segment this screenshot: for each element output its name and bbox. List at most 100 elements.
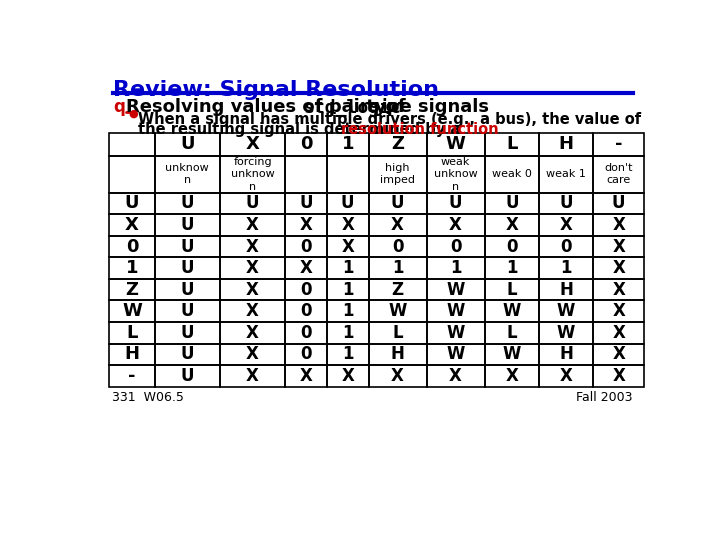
- Text: U: U: [181, 324, 194, 342]
- Text: weak
unknow
n: weak unknow n: [433, 157, 477, 192]
- Text: 1: 1: [450, 259, 462, 277]
- Text: L: L: [126, 324, 138, 342]
- Bar: [285, 257, 327, 279]
- Text: U: U: [181, 281, 194, 299]
- Text: U: U: [341, 194, 354, 212]
- Text: U: U: [181, 216, 194, 234]
- Text: When a signal has multiple drivers (e.g., a bus), the value of: When a signal has multiple drivers (e.g.…: [138, 112, 642, 127]
- Text: X: X: [300, 367, 312, 385]
- Bar: [109, 279, 155, 300]
- Text: 0: 0: [450, 238, 462, 255]
- Bar: [155, 193, 220, 214]
- Text: L: L: [506, 281, 517, 299]
- Text: 0: 0: [300, 135, 312, 153]
- Bar: [220, 279, 285, 300]
- Bar: [327, 322, 369, 343]
- Text: L: L: [506, 135, 518, 153]
- Bar: [369, 214, 426, 236]
- Text: H: H: [559, 281, 573, 299]
- Bar: [327, 343, 369, 365]
- Bar: [155, 300, 220, 322]
- Bar: [285, 322, 327, 343]
- Text: std_logic: std_logic: [304, 98, 402, 117]
- Text: forcing
unknow
n: forcing unknow n: [230, 157, 274, 192]
- Bar: [593, 193, 644, 214]
- Bar: [369, 156, 426, 193]
- Bar: [327, 257, 369, 279]
- Bar: [485, 193, 539, 214]
- Bar: [155, 132, 220, 156]
- Text: 0: 0: [300, 345, 312, 363]
- Text: the resulting signal is determined by a: the resulting signal is determined by a: [138, 122, 465, 137]
- Bar: [220, 300, 285, 322]
- Text: 1: 1: [342, 345, 354, 363]
- Bar: [426, 193, 485, 214]
- Bar: [285, 156, 327, 193]
- Bar: [539, 214, 593, 236]
- Text: X: X: [300, 216, 312, 234]
- Text: Z: Z: [391, 135, 404, 153]
- Bar: [539, 193, 593, 214]
- Text: 1: 1: [126, 259, 138, 277]
- Text: U: U: [300, 194, 312, 212]
- Text: Fall 2003: Fall 2003: [576, 390, 632, 403]
- Text: 0: 0: [560, 238, 572, 255]
- Bar: [285, 193, 327, 214]
- Text: U: U: [181, 194, 194, 212]
- Bar: [285, 132, 327, 156]
- Text: U: U: [181, 367, 194, 385]
- Text: X: X: [246, 281, 259, 299]
- Bar: [426, 365, 485, 387]
- Text: weak 0: weak 0: [492, 169, 532, 179]
- Bar: [155, 214, 220, 236]
- Text: X: X: [449, 216, 462, 234]
- Bar: [220, 257, 285, 279]
- Bar: [593, 257, 644, 279]
- Bar: [109, 214, 155, 236]
- Bar: [426, 257, 485, 279]
- Text: X: X: [246, 324, 259, 342]
- Text: H: H: [559, 135, 574, 153]
- Text: 1: 1: [342, 259, 354, 277]
- Bar: [327, 300, 369, 322]
- Text: X: X: [246, 238, 259, 255]
- Bar: [369, 236, 426, 257]
- Text: X: X: [246, 259, 259, 277]
- Bar: [593, 236, 644, 257]
- Bar: [327, 132, 369, 156]
- Bar: [327, 156, 369, 193]
- Text: don't
care: don't care: [605, 163, 633, 185]
- Bar: [220, 322, 285, 343]
- Bar: [369, 322, 426, 343]
- Bar: [220, 156, 285, 193]
- Text: X: X: [612, 281, 625, 299]
- Text: ●: ●: [129, 109, 138, 119]
- Bar: [285, 214, 327, 236]
- Bar: [539, 156, 593, 193]
- Text: L: L: [506, 324, 517, 342]
- Bar: [426, 132, 485, 156]
- Text: H: H: [391, 345, 405, 363]
- Bar: [593, 156, 644, 193]
- Bar: [369, 132, 426, 156]
- Text: W: W: [446, 324, 465, 342]
- Bar: [327, 193, 369, 214]
- Bar: [220, 343, 285, 365]
- Text: X: X: [612, 324, 625, 342]
- Bar: [539, 300, 593, 322]
- Text: q: q: [113, 98, 125, 116]
- Text: X: X: [559, 367, 572, 385]
- Bar: [109, 236, 155, 257]
- Text: W: W: [446, 345, 465, 363]
- Text: U: U: [612, 194, 626, 212]
- Text: X: X: [341, 367, 354, 385]
- Text: 0: 0: [300, 324, 312, 342]
- Text: X: X: [612, 345, 625, 363]
- Bar: [593, 343, 644, 365]
- Bar: [220, 365, 285, 387]
- Bar: [485, 156, 539, 193]
- Text: -: -: [128, 367, 136, 385]
- Bar: [593, 365, 644, 387]
- Bar: [155, 322, 220, 343]
- Text: W: W: [557, 324, 575, 342]
